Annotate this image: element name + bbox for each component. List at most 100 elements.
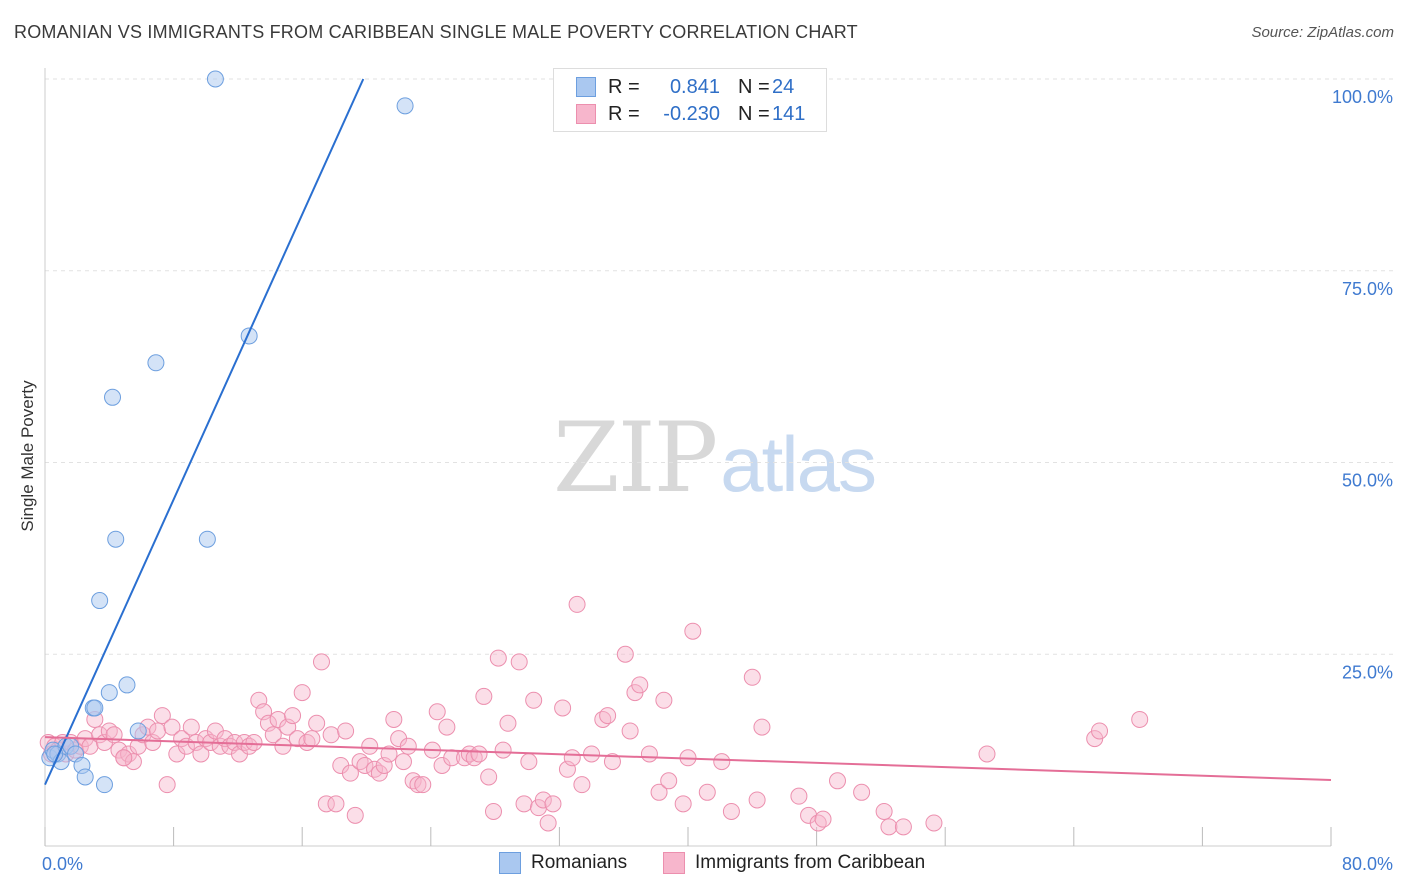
- caribbean-point: [698, 783, 716, 801]
- caribbean-point: [583, 745, 601, 763]
- caribbean-point: [414, 776, 432, 794]
- caribbean-point: [621, 722, 639, 740]
- caribbean-point: [790, 787, 808, 805]
- legend-r-value: -0.230: [663, 102, 720, 125]
- caribbean-point: [599, 707, 617, 725]
- source-attribution: Source: ZipAtlas.com: [1251, 24, 1394, 41]
- gridlines: [45, 78, 1393, 655]
- caribbean-point: [713, 753, 731, 771]
- caribbean-point: [925, 814, 943, 832]
- legend-swatch-romanians: [576, 77, 596, 97]
- romanian-point: [91, 592, 109, 610]
- romanian-point: [206, 70, 224, 88]
- caribbean-point: [494, 741, 512, 759]
- caribbean-point: [288, 730, 306, 748]
- x-tick-label: 0.0%: [42, 854, 83, 874]
- caribbean-point: [158, 776, 176, 794]
- caribbean-point: [337, 722, 355, 740]
- caribbean-point: [245, 733, 263, 751]
- caribbean-point: [650, 783, 668, 801]
- y-tick-label: 50.0%: [1342, 471, 1393, 491]
- caribbean-point: [568, 595, 586, 613]
- caribbean-point: [640, 745, 658, 763]
- caribbean-point: [115, 749, 133, 767]
- romanian-point: [198, 530, 216, 548]
- caribbean-point: [753, 718, 771, 736]
- caribbean-point: [722, 802, 740, 820]
- caribbean-point: [684, 622, 702, 640]
- legend-n-value: 141: [772, 102, 806, 125]
- caribbean-point: [192, 745, 210, 763]
- caribbean-point: [674, 795, 692, 813]
- caribbean-point: [660, 772, 678, 790]
- romanian-point: [118, 676, 136, 694]
- caribbean-point: [356, 756, 374, 774]
- caribbean-point: [748, 791, 766, 809]
- legend-n-label: N =: [738, 75, 770, 98]
- caribbean-point: [489, 649, 507, 667]
- chart-title: ROMANIAN VS IMMIGRANTS FROM CARIBBEAN SI…: [14, 22, 858, 42]
- romanian-point: [100, 684, 118, 702]
- caribbean-point: [515, 795, 533, 813]
- caribbean-point: [264, 726, 282, 744]
- legend-item-romanians[interactable]: Romanians: [499, 852, 627, 874]
- caribbean-point: [385, 710, 403, 728]
- caribbean-point: [327, 795, 345, 813]
- caribbean-point: [655, 691, 673, 709]
- caribbean-point: [475, 687, 493, 705]
- caribbean-point: [149, 722, 167, 740]
- legend-n-label: N =: [738, 102, 770, 125]
- caribbean-point: [616, 645, 634, 663]
- caribbean-point: [470, 745, 488, 763]
- caribbean-point: [894, 818, 912, 836]
- caribbean-point: [346, 806, 364, 824]
- legend-r-label: R =: [608, 75, 640, 98]
- caribbean-point: [499, 714, 517, 732]
- caribbean-point: [308, 714, 326, 732]
- romanian-point: [107, 530, 125, 548]
- caribbean-point: [554, 699, 572, 717]
- axes: [44, 68, 1332, 847]
- caribbean-point: [284, 707, 302, 725]
- caribbean-point: [484, 802, 502, 820]
- caribbean-point: [317, 795, 335, 813]
- caribbean-points: [39, 595, 1149, 836]
- caribbean-point: [409, 776, 427, 794]
- romanian-point: [104, 388, 122, 406]
- caribbean-point: [274, 737, 292, 755]
- caribbean-point: [380, 745, 398, 763]
- caribbean-point: [814, 810, 832, 828]
- watermark-zip: ZIP: [553, 402, 718, 514]
- caribbean-point: [182, 718, 200, 736]
- legend-item-caribbean[interactable]: Immigrants from Caribbean: [663, 852, 925, 874]
- caribbean-point: [480, 768, 498, 786]
- legend-n-value: 24: [772, 75, 795, 98]
- caribbean-trend-line: [44, 736, 1332, 782]
- caribbean-point: [1131, 710, 1149, 728]
- caribbean-point: [322, 726, 340, 744]
- caribbean-point: [520, 753, 538, 771]
- y-tick-label: 100.0%: [1332, 87, 1393, 107]
- legend-r-label: R =: [608, 102, 640, 125]
- caribbean-point: [880, 818, 898, 836]
- romanian-point: [95, 776, 113, 794]
- caribbean-point: [361, 737, 379, 755]
- caribbean-point: [341, 764, 359, 782]
- series-legend: Romanians Immigrants from Caribbean: [0, 852, 1406, 878]
- legend-swatch-caribbean: [663, 852, 685, 874]
- caribbean-point: [743, 668, 761, 686]
- caribbean-point: [525, 691, 543, 709]
- caribbean-point: [510, 653, 528, 671]
- watermark-atlas: atlas: [720, 420, 877, 508]
- caribbean-point: [978, 745, 996, 763]
- caribbean-point: [399, 737, 417, 755]
- caribbean-point: [312, 653, 330, 671]
- caribbean-point: [124, 753, 142, 771]
- caribbean-point: [603, 753, 621, 771]
- x-tick-label: 80.0%: [1342, 854, 1393, 874]
- caribbean-point: [573, 776, 591, 794]
- romanian-point: [129, 722, 147, 740]
- tick-labels: 25.0% 50.0% 75.0% 100.0% 0.0% 80.0%: [42, 87, 1393, 874]
- caribbean-point: [303, 730, 321, 748]
